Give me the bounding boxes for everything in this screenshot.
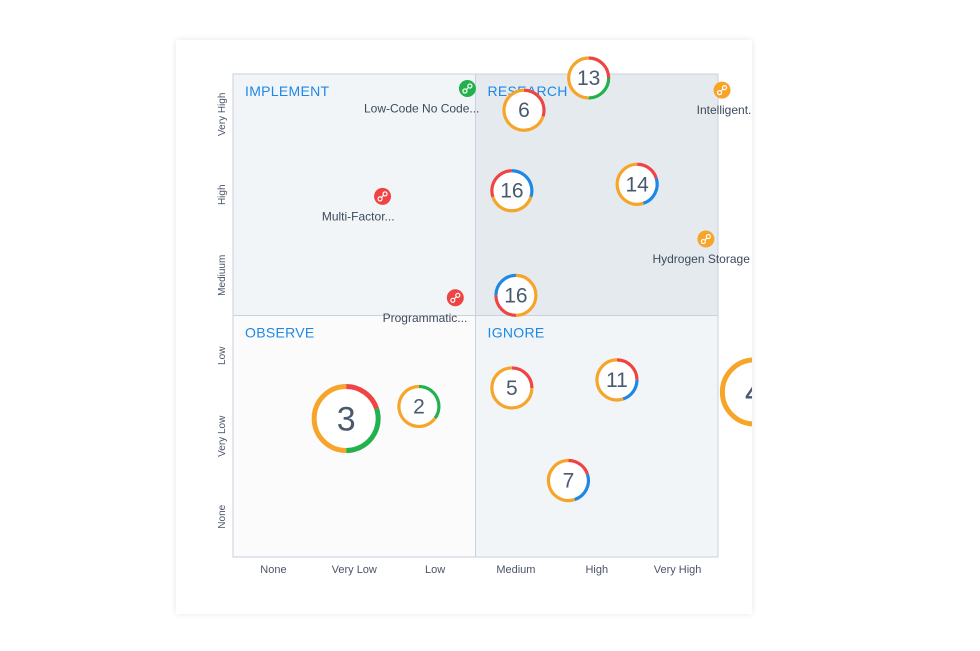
bubble-count: 13 <box>577 67 600 90</box>
bubble-count: 2 <box>413 395 425 418</box>
x-tick-label: Very Low <box>332 564 377 576</box>
x-tick-label: Medium <box>496 564 535 576</box>
y-tick-label: High <box>217 184 228 205</box>
quadrant-chart: IMPLEMENTRESEARCHOBSERVEIGNORENoneVery L… <box>217 56 752 576</box>
bubble-ring-segment <box>311 384 347 454</box>
item-label: Low-Code No Code... <box>364 101 479 115</box>
bubble-ring-segment <box>346 407 381 454</box>
bubble-ring-segment <box>637 162 658 179</box>
bubble-ring-segment <box>494 295 517 317</box>
bubble-ring-segment <box>490 169 512 198</box>
y-tick-label: Very Low <box>217 415 228 457</box>
bubble-count: 5 <box>506 377 518 400</box>
link-icon <box>720 88 724 92</box>
bubble-ring-segment <box>568 458 590 475</box>
item-label: Multi-Factor... <box>322 209 395 223</box>
bubble-fill <box>398 386 439 427</box>
bubble-ring-segment <box>574 473 591 502</box>
link-icon <box>716 89 723 96</box>
link-icon <box>381 194 384 198</box>
link-icon <box>705 233 711 240</box>
bubble-fill <box>568 58 609 99</box>
link-icon <box>465 87 469 90</box>
link-icon <box>455 292 461 298</box>
x-tick-label: Low <box>425 564 445 576</box>
bubble-ring-segment <box>523 88 546 117</box>
bubble-count: 6 <box>518 99 530 122</box>
y-tick-label: Very High <box>217 93 228 136</box>
bubble-ring-segment <box>490 366 534 410</box>
x-tick-label: High <box>585 564 608 576</box>
bubble-ring-segment <box>511 169 534 198</box>
link-icon <box>382 191 388 197</box>
bubble-ring-segment <box>567 56 589 100</box>
bubble-ring-segment <box>719 357 752 427</box>
bubble-ring-segment <box>502 88 545 132</box>
bubble-ring-segment <box>595 358 624 402</box>
link-icon <box>462 88 468 94</box>
bubble-fill <box>596 359 637 400</box>
bubble-ring-segment <box>494 273 517 296</box>
bubble-fill <box>617 164 658 205</box>
bubble-ring-segment <box>642 177 659 205</box>
item-label: Hydrogen Storage <box>652 252 750 266</box>
quadrant-implement <box>232 73 476 316</box>
bubble-count: 3 <box>337 401 356 439</box>
y-tick-label: None <box>217 504 228 528</box>
y-tick-label: Low <box>217 346 228 365</box>
item-label: Programmatic... <box>383 311 468 325</box>
link-icon <box>721 84 728 91</box>
bubble-fill <box>314 386 379 451</box>
bubble-ring-segment <box>616 358 639 381</box>
link-icon <box>453 296 457 300</box>
bubble-ring-segment <box>615 162 644 206</box>
link-icon <box>450 297 456 303</box>
x-tick-label: None <box>260 564 286 576</box>
link-icon <box>700 238 706 245</box>
bubble-fill <box>491 170 532 211</box>
bubble-ring-segment <box>546 458 576 503</box>
bubble-fill <box>504 90 544 131</box>
bubble-fill <box>548 460 589 501</box>
x-tick-label: Very High <box>654 564 702 576</box>
bubble-count: 14 <box>625 173 649 196</box>
bubble-ring-segment <box>515 273 538 317</box>
chart-card: IMPLEMENTRESEARCHOBSERVEIGNORENoneVery L… <box>176 40 752 614</box>
bubble-count: 11 <box>606 369 628 392</box>
bubble-ring-segment <box>397 384 437 429</box>
bubble-fill <box>495 275 536 316</box>
y-tick-label: Mediuum <box>217 255 228 296</box>
bubble-ring-segment <box>511 366 534 389</box>
bubble-fill <box>491 367 532 408</box>
bubble-ring-segment <box>491 196 533 213</box>
bubble-ring-segment <box>622 379 639 401</box>
bubble-ring-segment <box>418 384 441 420</box>
link-icon <box>377 196 383 202</box>
link-icon <box>467 83 473 89</box>
bubble-ring-segment <box>588 56 611 79</box>
bubble-ring-segment <box>346 384 379 410</box>
bubble-count: 16 <box>500 180 523 203</box>
item-label: Intelligent... <box>697 103 752 117</box>
bubble-fill <box>722 360 752 424</box>
bubble-ring-segment <box>588 77 611 100</box>
bubble-count: 4 <box>745 374 752 412</box>
quadrant-ignore <box>475 315 719 558</box>
link-icon <box>704 237 708 241</box>
bubble-count: 16 <box>504 284 527 307</box>
quadrant-title-observe: OBSERVE <box>245 325 315 341</box>
quadrant-title-ignore: IGNORE <box>488 325 545 341</box>
quadrant-title-implement: IMPLEMENT <box>245 83 330 99</box>
bubble-count: 7 <box>563 470 575 493</box>
